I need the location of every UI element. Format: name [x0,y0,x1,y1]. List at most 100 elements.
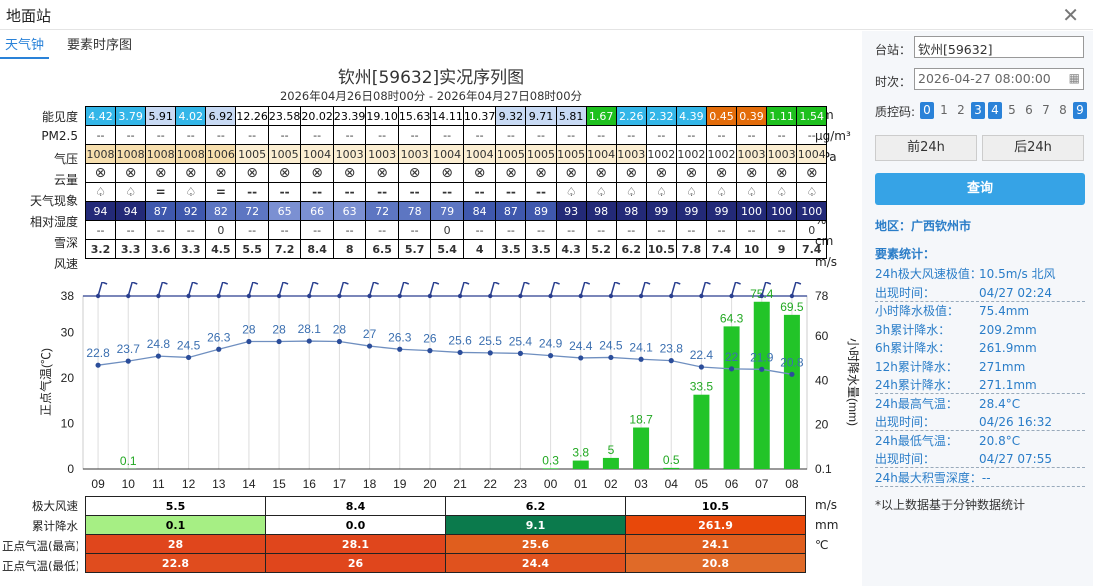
qc-code-1[interactable]: 1 [940,103,948,117]
qc-code-6[interactable]: 6 [1025,103,1033,117]
wind-barb [640,282,646,297]
qc-code-0[interactable]: 0 [920,102,934,119]
tab-weather-clock[interactable]: 天气钟 [0,31,50,59]
wind-barb-feather [101,282,108,285]
table-cell: ⊗ [585,163,617,183]
observation-table: 4.42 3.79 5.91 4.02 6.92 12.26 23.58 20.02 23.39… [84,106,828,259]
stat-item: 6h累计降水： 261.9mm [875,339,1085,357]
table-cell: 19.10 [365,106,399,126]
summary-label: 累计降水 [32,519,78,533]
time-input[interactable]: 2026-04-27 08:00:00 ▦ [914,68,1084,90]
stat-item: 24h最低气温： 20.8°C [875,432,1085,450]
table-cell: -- [585,125,617,145]
precip-bar [633,427,650,469]
stat-value: 20.8°C [979,433,1021,448]
wind-barb [610,282,616,297]
table-cell: 1003 [365,144,399,164]
y2-axis-label: 小时降水量(mm) [846,338,860,426]
qc-code-4[interactable]: 4 [988,102,1002,119]
table-cell: -- [736,125,768,145]
temperature-point [457,349,463,356]
qc-code-5[interactable]: 5 [1008,103,1016,117]
calendar-icon[interactable]: ▦ [1068,71,1080,85]
x-tick-label: 15 [272,477,286,491]
qc-code-3[interactable]: 3 [971,102,985,119]
table-cell: ⊗ [736,163,768,183]
table-cell: 98 [585,201,617,221]
wind-barb-feather [373,282,379,285]
table-cell: 87 [495,201,527,221]
temperature-label: 22 [725,350,739,364]
table-cell: 1005 [235,144,269,164]
table-cell: 23.39 [332,106,367,126]
qc-code-7[interactable]: 7 [1042,103,1050,117]
wind-barb [248,282,254,297]
summary-cell: 25.6 [445,534,626,554]
x-tick-label: 04 [665,477,679,491]
next-24h-button[interactable]: 后24h [982,135,1084,161]
temperature-label: 25.6 [448,333,472,347]
qc-code-9[interactable]: 9 [1073,102,1087,119]
temperature-label: 23.7 [117,342,141,356]
wind-barb-origin [457,293,463,299]
wind-barb-feather [644,282,651,285]
x-tick-label: 13 [212,477,226,491]
wind-barb-feather [222,282,229,285]
stat-label: 24h最高气温： [875,396,958,411]
precip-label: 0.5 [663,453,680,467]
table-cell: 0.39 [736,106,768,126]
summary-unit: mm [815,518,839,532]
temperature-label: 23.8 [660,342,684,356]
table-cell: 66 [300,201,334,221]
prev-24h-button[interactable]: 前24h [875,135,977,161]
table-cell: 6.92 [205,106,237,126]
y2-tick-label: 20 [815,418,829,432]
qc-code-8[interactable]: 8 [1059,103,1067,117]
row-unit: m/s [815,255,837,269]
close-icon[interactable]: ✕ [1062,3,1079,27]
table-cell: -- [555,125,587,145]
qc-code-2[interactable]: 2 [957,103,965,117]
x-tick-label: 11 [152,477,165,491]
table-cell: 9.32 [495,106,527,126]
title-bar: 地面站 ✕ [0,0,1093,30]
table-cell: -- [766,220,798,240]
summary-cell: 24.4 [445,553,626,573]
precip-bar [572,460,589,469]
summary-cell: 26 [265,553,446,573]
temperature-label: 26.3 [388,330,412,344]
table-cell: -- [705,220,738,240]
table-cell: ♤ [796,182,828,202]
table-cell: 99 [645,201,677,221]
temperature-label: 28 [333,323,347,337]
table-cell: 2.32 [645,106,677,126]
wind-barb-feather [674,282,681,285]
table-cell: -- [397,182,432,202]
temperature-point [547,353,554,359]
stat-label: 12h累计降水： [875,359,958,374]
table-row: -- -- -- -- 0 -- -- -- -- -- -- 0 -- -- -- -- -- -- -- -- --… [84,220,828,240]
table-cell: 1005 [525,144,557,164]
table-cell: -- [365,182,399,202]
table-cell: ♤ [766,182,798,202]
wind-barb [580,282,586,297]
x-tick-label: 21 [453,477,467,491]
tab-element-timeseries[interactable]: 要素时序图 [67,38,133,53]
precip-label: 3.8 [572,446,589,460]
table-cell: 93 [555,201,587,221]
temperature-line [97,340,793,375]
table-cell: 20.02 [300,106,334,126]
table-cell: -- [267,220,302,240]
table-cell: 10.37 [462,106,497,126]
table-cell: 94 [84,201,117,221]
stat-value: 271.1mm [979,378,1037,392]
precip-label: 18.7 [629,413,653,427]
temperature-point [638,356,644,362]
wind-barb-feather [463,282,470,285]
table-cell: -- [397,220,432,240]
station-input[interactable]: 钦州[59632] [914,36,1084,58]
summary-cell: 20.8 [625,553,806,573]
stat-value: 28.4°C [979,396,1021,411]
query-button[interactable]: 查询 [875,173,1085,205]
table-cell: ⊗ [84,163,117,183]
